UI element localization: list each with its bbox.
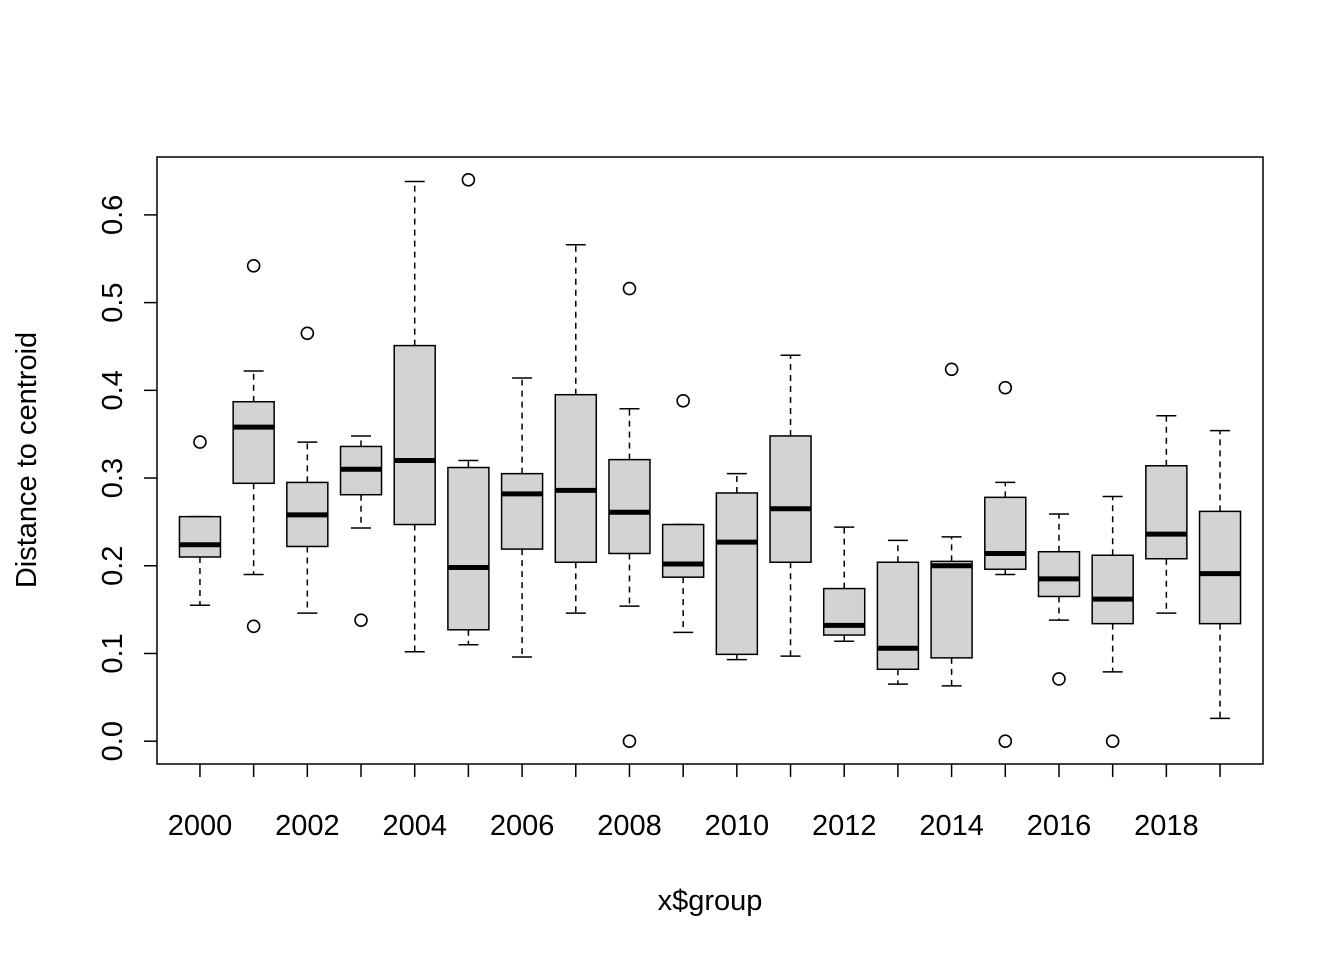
box	[930, 560, 973, 659]
box-marks	[178, 173, 1242, 748]
outlier-point	[354, 613, 368, 627]
x-tick-label: 2014	[919, 810, 984, 842]
outlier-point	[1052, 672, 1066, 686]
box	[1145, 465, 1188, 560]
box	[554, 393, 598, 564]
plot-frame	[156, 156, 1264, 765]
y-tick-label: 0.5	[97, 282, 129, 322]
box-group-2000	[178, 435, 222, 606]
x-tick-label: 2010	[705, 810, 770, 842]
x-tick-label: 2000	[168, 810, 233, 842]
box-group-2001	[232, 258, 275, 634]
y-tick-label: 0.1	[97, 633, 129, 673]
outlier-point	[1105, 734, 1120, 748]
box-group-2009	[661, 394, 705, 634]
outlier-point	[246, 258, 261, 273]
x-axis: 2000 2002 2004 2006 2008 2010 2012 2014 2016 2018	[168, 764, 1221, 842]
box	[769, 435, 812, 564]
box	[715, 492, 759, 656]
x-axis-title: x$group	[658, 885, 763, 917]
outlier-point	[461, 173, 476, 187]
box	[1091, 554, 1134, 625]
box-group-2015	[984, 380, 1027, 748]
box	[1198, 510, 1242, 625]
box	[822, 587, 866, 636]
box	[393, 344, 436, 526]
y-tick-label: 0.6	[97, 195, 129, 235]
box	[1037, 550, 1081, 598]
box-group-2005	[447, 173, 490, 646]
outlier-point	[944, 362, 959, 377]
box-group-2010	[715, 472, 759, 661]
box-group-2011	[769, 354, 812, 657]
box	[500, 472, 544, 550]
box-group-2013	[876, 539, 920, 685]
box	[661, 523, 705, 578]
y-tick-label: 0.4	[97, 370, 129, 410]
x-tick-label: 2006	[490, 810, 555, 842]
outlier-point	[246, 619, 261, 634]
box-group-2006	[500, 377, 544, 658]
x-tick-label: 2008	[597, 810, 662, 842]
box-group-2017	[1091, 495, 1134, 748]
box	[876, 561, 920, 671]
outlier-point	[300, 326, 315, 341]
x-tick-label: 2012	[812, 810, 877, 842]
x-tick-label: 2002	[275, 810, 340, 842]
box-group-2002	[286, 326, 329, 614]
box-group-2019	[1198, 429, 1242, 720]
y-tick-label: 0.0	[97, 721, 129, 761]
box	[447, 466, 490, 631]
y-axis: 0.0 0.1 0.2 0.3 0.4 0.5 0.6	[97, 195, 157, 761]
box-group-2014	[930, 362, 973, 687]
box-group-2007	[554, 243, 598, 614]
outlier-point	[676, 394, 690, 408]
box-group-2012	[822, 526, 866, 642]
box-group-2008	[608, 281, 651, 748]
box-group-2016	[1037, 513, 1081, 686]
y-tick-label: 0.2	[97, 546, 129, 586]
box	[178, 515, 222, 558]
box	[984, 496, 1027, 571]
x-tick-label: 2016	[1027, 810, 1092, 842]
x-tick-label: 2018	[1134, 810, 1199, 842]
y-axis-title: Distance to centroid	[11, 332, 43, 588]
outlier-point	[998, 734, 1013, 748]
box-group-2018	[1145, 415, 1188, 614]
outlier-point	[193, 435, 207, 449]
outlier-point	[622, 281, 637, 296]
outlier-point	[622, 734, 637, 748]
x-tick-label: 2004	[382, 810, 447, 842]
box	[608, 458, 651, 555]
box	[232, 400, 275, 485]
box-group-2003	[339, 435, 383, 627]
box-group-2004	[393, 180, 436, 653]
y-tick-label: 0.3	[97, 458, 129, 498]
outlier-point	[998, 380, 1013, 395]
